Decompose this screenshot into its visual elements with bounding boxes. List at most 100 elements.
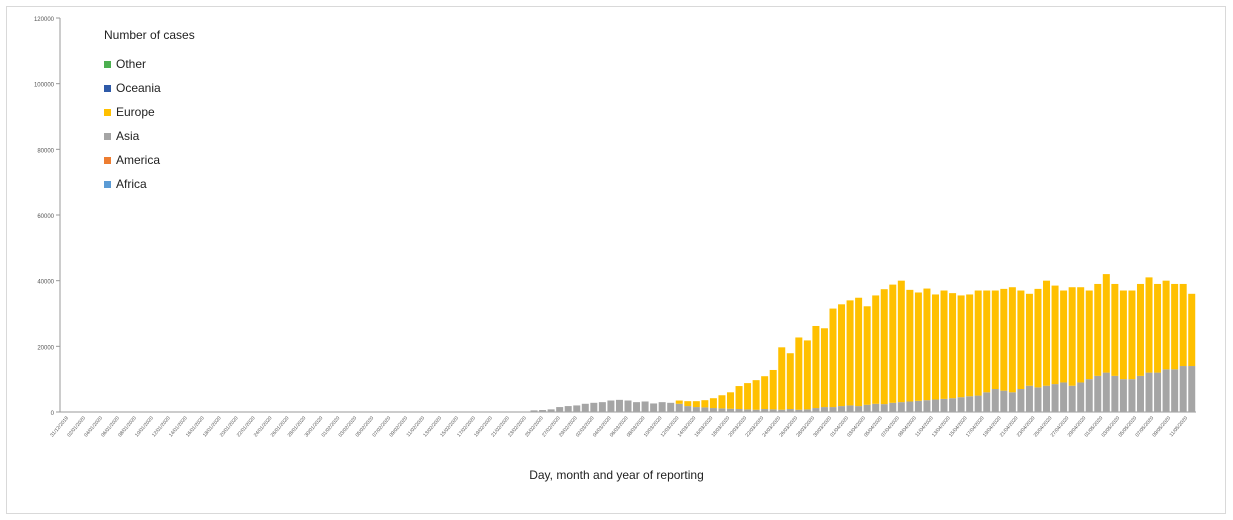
chart-frame bbox=[6, 6, 1226, 514]
bar-asia bbox=[820, 407, 828, 412]
bar-europe bbox=[940, 290, 948, 399]
bar-europe bbox=[957, 295, 965, 398]
bar-europe bbox=[1145, 277, 1153, 373]
bar-asia bbox=[539, 410, 547, 412]
bar-asia bbox=[855, 406, 863, 412]
bar-asia bbox=[1102, 372, 1110, 412]
bar-europe bbox=[778, 347, 786, 410]
bar-asia bbox=[795, 409, 803, 412]
bar-europe bbox=[752, 380, 760, 410]
bar-asia bbox=[872, 403, 880, 412]
y-tick-label: 0 bbox=[51, 411, 55, 417]
bar-europe bbox=[914, 292, 922, 401]
bar-asia bbox=[1171, 369, 1179, 412]
bar-asia bbox=[812, 408, 820, 412]
bar-asia bbox=[1136, 375, 1144, 412]
bar-asia bbox=[846, 405, 854, 412]
bar-europe bbox=[675, 400, 683, 404]
bar-europe bbox=[1017, 290, 1025, 390]
legend-item-america: America bbox=[104, 148, 195, 172]
bar-asia bbox=[752, 409, 760, 412]
bar-asia bbox=[1111, 375, 1119, 412]
bar-europe bbox=[1085, 290, 1093, 380]
bar-asia bbox=[1000, 390, 1008, 412]
bar-europe bbox=[838, 304, 846, 407]
legend-label: Europe bbox=[116, 105, 155, 119]
bar-asia bbox=[1043, 385, 1051, 412]
bar-asia bbox=[940, 398, 948, 412]
legend-label: Oceania bbox=[116, 81, 161, 95]
bar-asia bbox=[607, 400, 615, 412]
legend-item-oceania: Oceania bbox=[104, 76, 195, 100]
legend-item-africa: Africa bbox=[104, 172, 195, 196]
bar-europe bbox=[684, 401, 692, 407]
bar-europe bbox=[735, 386, 743, 410]
bar-asia bbox=[966, 396, 974, 412]
bar-asia bbox=[778, 409, 786, 412]
bar-asia bbox=[1025, 385, 1033, 412]
bar-europe bbox=[1068, 287, 1076, 386]
bar-europe bbox=[897, 280, 905, 403]
bar-europe bbox=[786, 353, 794, 410]
bar-europe bbox=[872, 295, 880, 404]
bar-europe bbox=[889, 284, 897, 403]
bar-asia bbox=[863, 404, 871, 412]
bar-asia bbox=[650, 403, 658, 412]
y-tick-label: 80000 bbox=[37, 148, 54, 154]
bar-asia bbox=[726, 408, 734, 412]
bar-asia bbox=[1145, 372, 1153, 412]
bar-europe bbox=[966, 294, 974, 397]
bar-asia bbox=[615, 399, 623, 412]
bar-asia bbox=[1162, 369, 1170, 412]
bar-asia bbox=[923, 400, 931, 412]
bar-asia bbox=[675, 403, 683, 412]
bar-asia bbox=[889, 402, 897, 412]
bar-asia bbox=[641, 401, 649, 412]
bar-europe bbox=[1111, 283, 1119, 376]
bar-europe bbox=[820, 328, 828, 408]
legend-swatch bbox=[104, 60, 111, 68]
bar-asia bbox=[1017, 389, 1025, 412]
legend-label: Asia bbox=[116, 129, 140, 143]
bar-europe bbox=[1077, 287, 1085, 383]
bar-asia bbox=[598, 402, 606, 412]
bar-europe bbox=[744, 383, 752, 410]
bar-asia bbox=[914, 400, 922, 412]
y-tick-label: 120000 bbox=[34, 17, 55, 23]
bar-asia bbox=[931, 399, 939, 412]
bar-europe bbox=[880, 289, 888, 405]
bar-asia bbox=[709, 408, 717, 412]
legend-swatch bbox=[104, 180, 111, 188]
bar-europe bbox=[1136, 283, 1144, 376]
bar-asia bbox=[786, 409, 794, 412]
x-tick-label: 11/05/2020 bbox=[1169, 415, 1190, 438]
bar-asia bbox=[1034, 387, 1042, 413]
y-tick-label: 100000 bbox=[34, 83, 55, 89]
bar-europe bbox=[795, 337, 803, 410]
bar-asia bbox=[1188, 366, 1196, 412]
bar-europe bbox=[1154, 283, 1162, 373]
bar-asia bbox=[556, 407, 564, 412]
y-tick-label: 40000 bbox=[37, 280, 54, 286]
legend-label: Other bbox=[116, 57, 147, 71]
bar-asia bbox=[573, 405, 581, 412]
bar-asia bbox=[829, 407, 837, 412]
legend-swatch bbox=[104, 132, 111, 140]
bar-asia bbox=[897, 402, 905, 412]
bar-europe bbox=[1034, 288, 1042, 388]
bar-europe bbox=[709, 398, 717, 409]
legend-label: Africa bbox=[116, 177, 147, 191]
bar-europe bbox=[931, 294, 939, 400]
bar-europe bbox=[1188, 293, 1196, 367]
bar-asia bbox=[530, 410, 538, 412]
bar-asia bbox=[1128, 379, 1136, 412]
bar-europe bbox=[718, 395, 726, 409]
bar-europe bbox=[1060, 290, 1068, 383]
bar-asia bbox=[1051, 384, 1059, 412]
y-tick-label: 20000 bbox=[37, 345, 54, 351]
bar-europe bbox=[1043, 280, 1051, 386]
bar-asia bbox=[880, 404, 888, 412]
bar-asia bbox=[1060, 382, 1068, 412]
bar-europe bbox=[1179, 283, 1187, 367]
